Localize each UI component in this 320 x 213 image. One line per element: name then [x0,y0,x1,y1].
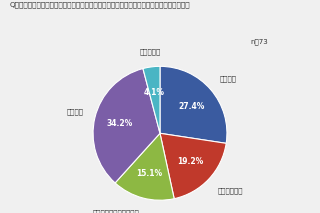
Wedge shape [115,133,174,200]
Text: 学校が統合: 学校が統合 [139,48,160,55]
Text: n＝73: n＝73 [251,38,268,45]
Text: 4.1%: 4.1% [144,88,165,97]
Text: 34.2%: 34.2% [107,119,133,128]
Wedge shape [143,66,160,133]
Text: 27.4%: 27.4% [178,102,205,111]
Wedge shape [93,69,160,183]
Wedge shape [160,133,226,199]
Text: 廃校・企業などに間借り: 廃校・企業などに間借り [93,210,140,213]
Wedge shape [160,66,227,143]
Text: 19.2%: 19.2% [177,157,204,166]
Text: 元の校舎: 元の校舎 [220,75,237,82]
Text: 他校に間借り: 他校に間借り [218,187,243,194]
Text: 仮設校舎: 仮設校舎 [66,108,83,115]
Text: 15.1%: 15.1% [136,169,162,178]
Text: Q．（使用できなくなったと答えた学校の中で）現在の教育環境について教えてください。: Q．（使用できなくなったと答えた学校の中で）現在の教育環境について教えてください… [10,1,190,8]
